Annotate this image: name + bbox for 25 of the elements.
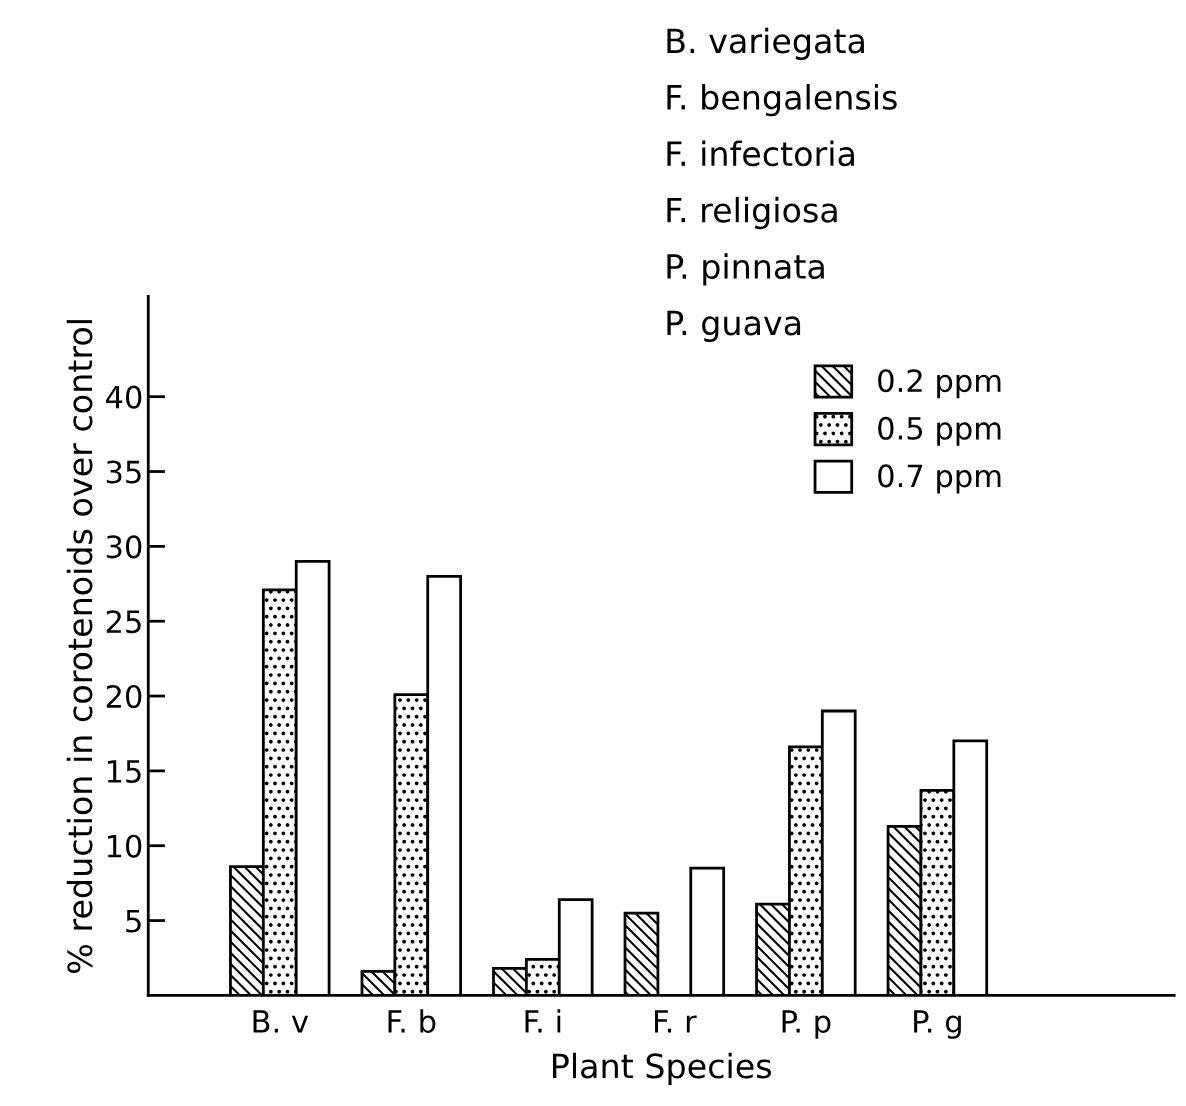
y-tick-label: 5 (126, 909, 141, 933)
y-tick-label: 10 (107, 834, 142, 858)
y-tick-label: 40 (106, 385, 142, 409)
x-tick-label: P. g (914, 1010, 961, 1039)
text: F. religiosa (667, 196, 837, 230)
y-tick-label: 30 (106, 535, 142, 559)
x-tick-label: F. b (388, 1009, 436, 1033)
y-axis-title: % reduction in corotenoids over control (66, 320, 93, 973)
text: B. variegata (667, 27, 864, 60)
y-tick-label: 15 (107, 760, 141, 783)
text: P. pinnata (667, 253, 824, 286)
legend-label: 0.2 ppm (878, 369, 1001, 399)
x-axis-title: Plant Species (553, 1052, 771, 1086)
legend-label: 0.7 ppm (878, 464, 1001, 494)
text: F. infectoria (667, 140, 854, 167)
text: F. bengalensis (667, 84, 897, 117)
y-tick-label: 35 (106, 460, 141, 484)
x-tick-label: P. p (782, 1010, 831, 1039)
annotation: P. guava (667, 310, 801, 342)
legend-label: 0.5 ppm (878, 416, 1001, 446)
y-tick-label: 20 (106, 684, 142, 709)
y-tick-label: 25 (106, 610, 141, 634)
x-tick-label: F. r (655, 1010, 697, 1033)
x-tick-label: B. v (253, 1010, 309, 1033)
x-tick-label: F. i (525, 1009, 561, 1033)
